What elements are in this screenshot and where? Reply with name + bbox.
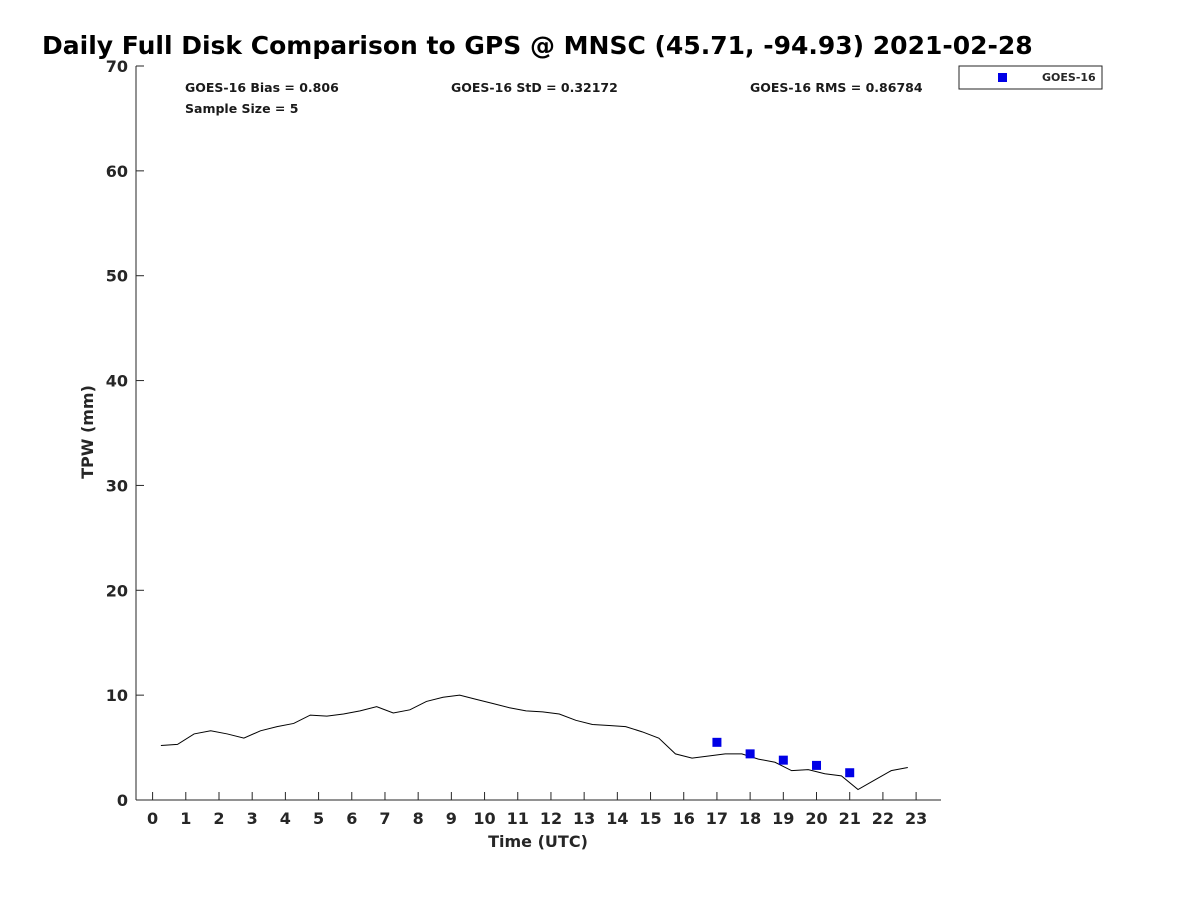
stat-bias: GOES-16 Bias = 0.806 [185,80,339,95]
axes [135,66,941,801]
x-tick-label: 11 [507,809,529,828]
x-tick-label: 13 [573,809,595,828]
goes16-point [845,768,855,778]
y-tick-label: 10 [106,686,128,705]
y-tick-label: 0 [117,791,128,810]
goes16-point [712,737,722,747]
goes16-point [778,755,788,765]
x-tick-label: 7 [379,809,390,828]
chart-title: Daily Full Disk Comparison to GPS @ MNSC… [42,31,1033,60]
y-tick-label: 60 [106,162,128,181]
legend: GOES-16 [958,65,1103,90]
x-tick-label: 21 [839,809,861,828]
y-axis-label: TPW (mm) [78,385,97,479]
y-tick-label: 50 [106,267,128,286]
x-tick-label: 10 [473,809,495,828]
stat-rms: GOES-16 RMS = 0.86784 [750,80,923,95]
x-tick-label: 19 [772,809,794,828]
x-tick-label: 6 [346,809,357,828]
y-tick-label: 20 [106,581,128,600]
legend-marker-goes16 [998,73,1007,82]
x-axis-label: Time (UTC) [488,832,588,851]
y-tick-label: 70 [106,57,128,76]
y-tick-label: 40 [106,372,128,391]
x-tick-label: 8 [413,809,424,828]
gps-line-series [160,694,908,791]
goes16-point [812,760,822,770]
x-tick-label: 9 [446,809,457,828]
y-tick-label: 30 [106,476,128,495]
x-tick-label: 14 [606,809,628,828]
x-tick-label: 23 [905,809,927,828]
stat-sample-size: Sample Size = 5 [185,101,298,116]
x-tick-label: 3 [247,809,258,828]
x-tick-label: 5 [313,809,324,828]
x-axis-ticks: 0 1 2 3 4 5 6 7 8 9 10 11 12 13 14 15 16 17 18 19 20 21 22 23 [147,792,927,828]
stat-std: GOES-16 StD = 0.32172 [451,80,618,95]
goes16-scatter-series [712,737,855,778]
x-tick-label: 2 [213,809,224,828]
x-tick-label: 17 [706,809,728,828]
legend-box [958,65,1103,90]
x-tick-label: 15 [639,809,661,828]
x-tick-label: 1 [180,809,191,828]
y-axis-ticks: 0 10 20 30 40 50 60 70 [106,57,144,810]
x-tick-label: 4 [280,809,291,828]
legend-label-goes16: GOES-16 [1042,71,1096,84]
x-tick-label: 0 [147,809,158,828]
x-tick-label: 18 [739,809,761,828]
x-tick-label: 12 [540,809,562,828]
gps-tpw-line [160,694,908,791]
x-tick-label: 16 [673,809,695,828]
x-tick-label: 20 [805,809,827,828]
goes16-point [745,749,755,759]
x-tick-label: 22 [872,809,894,828]
